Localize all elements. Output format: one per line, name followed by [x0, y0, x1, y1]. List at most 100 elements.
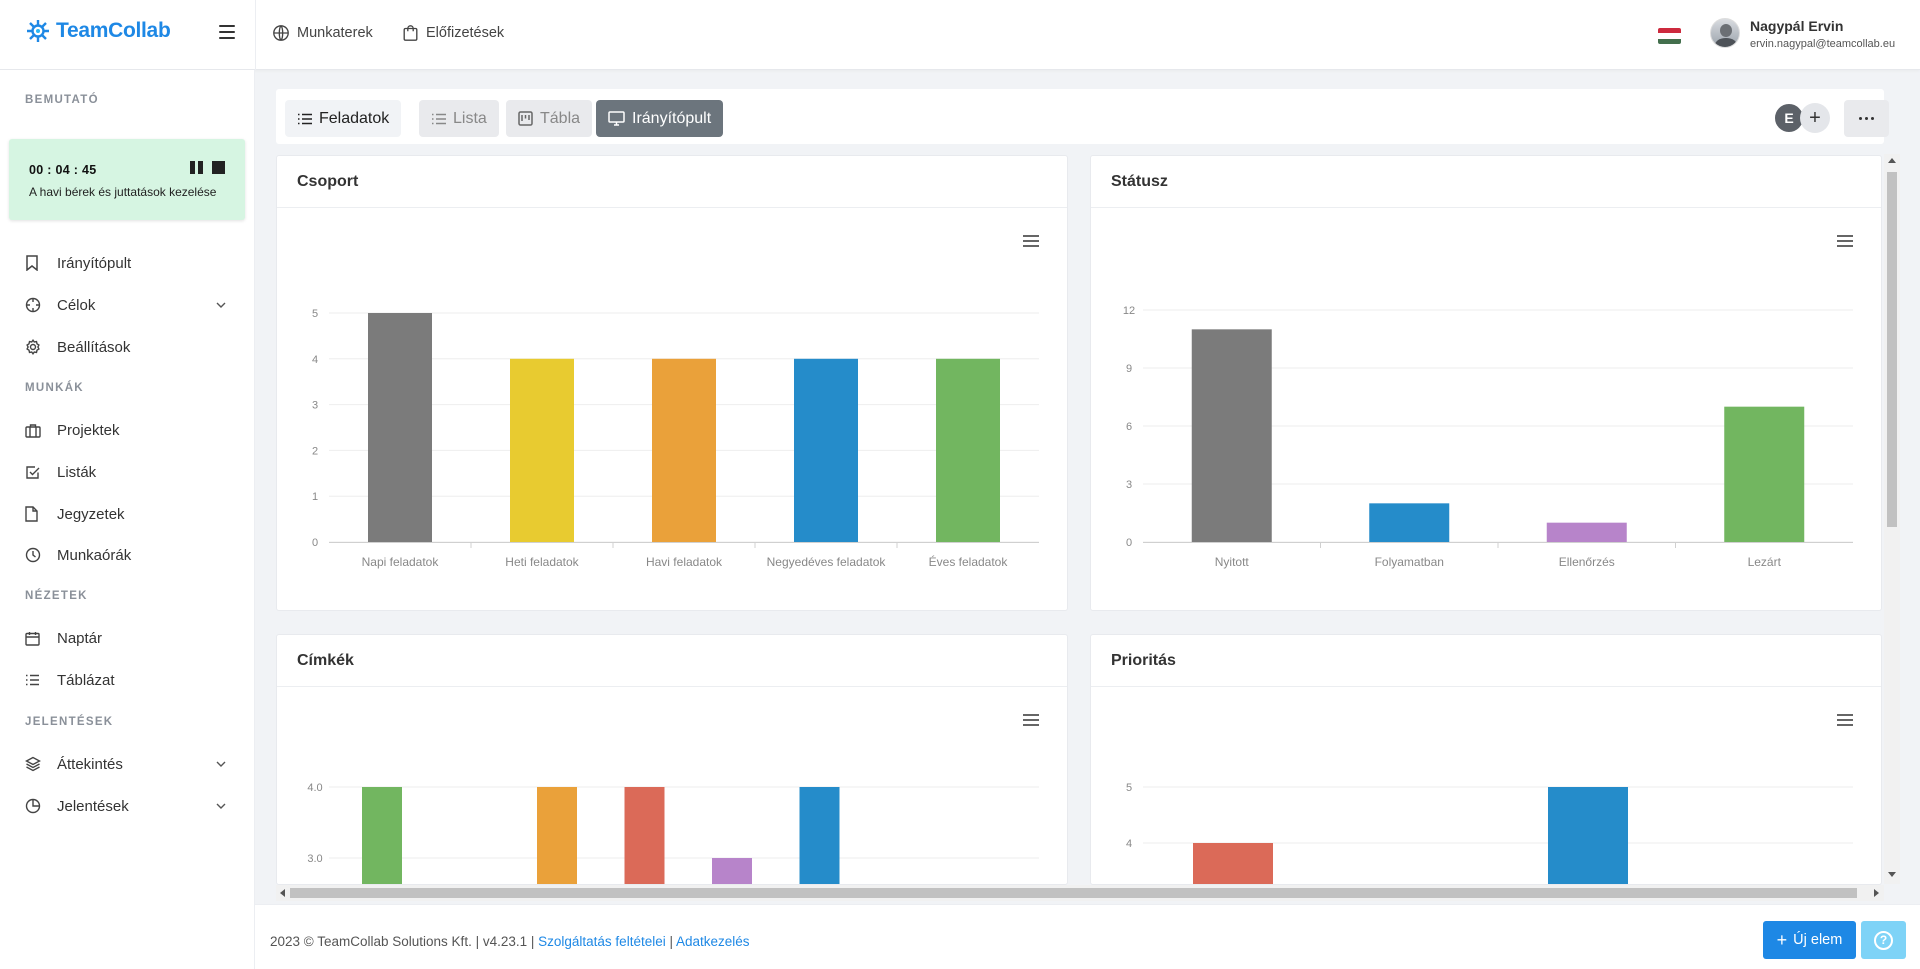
terms-link[interactable]: Szolgáltatás feltételei [538, 934, 666, 949]
chart-svg: 2.03.04.0 [307, 782, 1039, 884]
add-member-button[interactable]: + [1800, 103, 1830, 133]
y-tick-label: 5 [312, 308, 318, 320]
section-title-work: MUNKÁK [25, 382, 84, 394]
sidebar-item-settings[interactable]: Beállítások [25, 333, 230, 361]
tab-dashboard[interactable]: Irányítópult [596, 100, 724, 137]
chart-bar [799, 787, 840, 884]
tab-tasks[interactable]: Feladatok [285, 100, 402, 137]
sidebar-item-overview[interactable]: Áttekintés [25, 750, 230, 778]
scroll-up-icon[interactable] [1888, 158, 1896, 163]
chart-bar [1546, 522, 1627, 542]
chart-card-labels: Címkék 2.03.04.0 [276, 634, 1068, 885]
pause-icon[interactable] [190, 161, 203, 174]
menu-toggle-button[interactable] [219, 25, 235, 39]
vertical-scrollbar[interactable] [1884, 154, 1900, 884]
sidebar-item-calendar[interactable]: Naptár [25, 624, 230, 652]
scroll-thumb[interactable] [1887, 172, 1897, 527]
chart-bar [362, 787, 402, 884]
footer: 2023 © TeamCollab Solutions Kft. | v4.23… [255, 904, 1920, 969]
chart-bar [794, 358, 858, 542]
chart-svg: 0 3 6 9 12 Nyitott Folyamatban Ellenőrzés Lezárt [1123, 305, 1853, 569]
y-tick-label: 3.0 [307, 853, 322, 865]
section-title-reports: JELENTÉSEK [25, 716, 114, 728]
chart-bar [1193, 843, 1273, 884]
chart-menu-icon[interactable] [1023, 714, 1039, 726]
kanban-icon [518, 111, 533, 126]
chart-bar [936, 358, 1000, 542]
chart-card-priority: Prioritás 345 [1090, 634, 1882, 885]
footer-text: 2023 © TeamCollab Solutions Kft. | v4.23… [270, 934, 750, 949]
sidebar-item-projects[interactable]: Projektek [25, 416, 230, 444]
tab-label: Lista [453, 109, 487, 127]
brand-logo[interactable]: TeamCollab [24, 17, 171, 45]
sidebar-item-lists[interactable]: Listák [25, 458, 230, 486]
subscriptions-link[interactable]: Előfizetések [402, 24, 504, 42]
stop-icon[interactable] [212, 161, 225, 174]
sidebar-item-reports[interactable]: Jelentések [25, 792, 230, 820]
sidebar-item-goals[interactable]: Célok [25, 291, 230, 319]
y-tick-label: 4 [312, 354, 318, 366]
active-timer[interactable]: 00 : 04 : 45 A havi bérek és juttatások … [9, 139, 245, 220]
chart-bar [652, 358, 716, 542]
x-tick-label: Folyamatban [1375, 555, 1444, 569]
briefcase-icon [25, 423, 41, 438]
scroll-down-icon[interactable] [1888, 872, 1896, 877]
sidebar-item-label: Projektek [57, 421, 120, 439]
y-tick-label: 5 [1126, 782, 1132, 794]
sidebar-item-workhours[interactable]: Munkaórák [25, 541, 230, 569]
help-button[interactable]: ? [1861, 921, 1906, 959]
sidebar-item-label: Jelentések [57, 797, 129, 815]
divider [255, 0, 256, 70]
chart-bar [712, 858, 752, 884]
tab-label: Feladatok [319, 109, 390, 127]
question-icon: ? [1874, 930, 1893, 950]
y-tick-label: 6 [1126, 421, 1132, 433]
separator: | [669, 934, 673, 949]
scroll-left-icon[interactable] [280, 889, 285, 897]
tab-label: Irányítópult [632, 109, 712, 127]
language-flag-icon[interactable] [1658, 28, 1681, 44]
y-tick-label: 9 [1126, 363, 1132, 375]
chart-menu-icon[interactable] [1837, 235, 1853, 247]
scroll-thumb[interactable] [290, 888, 1857, 898]
user-name[interactable]: Nagypál Ervin [1750, 18, 1844, 34]
sidebar-item-dashboard[interactable]: Irányítópult [25, 249, 230, 277]
top-bar: TeamCollab Munkaterek Előfizetések Nagyp… [0, 0, 1920, 70]
workspaces-label: Munkaterek [297, 25, 373, 41]
tab-list[interactable]: Lista [419, 100, 499, 137]
list-icon [432, 113, 446, 124]
avatar[interactable] [1710, 18, 1740, 48]
y-tick-label: 4 [1126, 838, 1132, 850]
card-title: Címkék [297, 651, 354, 669]
calendar-icon [25, 631, 40, 646]
tab-board[interactable]: Tábla [506, 100, 593, 137]
sidebar-item-label: Naptár [57, 629, 103, 647]
card-title: Státusz [1111, 172, 1168, 190]
sidebar-item-table[interactable]: Táblázat [25, 666, 230, 694]
privacy-link[interactable]: Adatkezelés [676, 934, 750, 949]
workspaces-link[interactable]: Munkaterek [272, 24, 373, 42]
card-title: Prioritás [1111, 651, 1176, 669]
more-options-button[interactable] [1844, 100, 1889, 137]
sidebar-item-notes[interactable]: Jegyzetek [25, 500, 230, 528]
checkbox-icon [26, 465, 40, 479]
chart-menu-icon[interactable] [1023, 235, 1039, 247]
shopping-bag-icon [403, 25, 418, 41]
chart-bar [1724, 406, 1805, 542]
sidebar-item-label: Munkaórák [57, 546, 132, 564]
scroll-right-icon[interactable] [1874, 889, 1879, 897]
horizontal-scrollbar[interactable] [276, 885, 1884, 901]
clock-icon [25, 547, 41, 563]
timer-time: 00 : 04 : 45 [29, 163, 97, 177]
new-item-button[interactable]: + Új elem [1763, 921, 1856, 959]
chart-bar [368, 313, 432, 542]
chart-bar [537, 787, 577, 884]
globe-icon [273, 25, 289, 41]
subscriptions-label: Előfizetések [426, 25, 505, 41]
document-icon [25, 506, 38, 522]
chart-bar [1191, 329, 1272, 542]
y-tick-label: 3 [1126, 479, 1132, 491]
chart-menu-icon[interactable] [1837, 714, 1853, 726]
plus-icon: + [1809, 106, 1821, 129]
chart-svg: 0 1 2 3 4 5 Napi feladatok Heti feladatok Havi f… [312, 308, 1039, 569]
